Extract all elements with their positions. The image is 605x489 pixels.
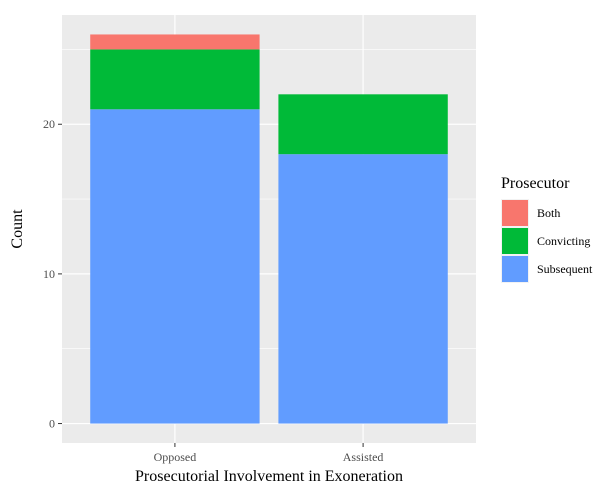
y-tick-label: 20 <box>43 117 55 131</box>
legend-label-convicting: Convicting <box>537 234 590 248</box>
y-tick-label: 0 <box>49 417 55 431</box>
bar-convicting-assisted <box>278 94 448 155</box>
x-tick-label: Assisted <box>343 450 384 464</box>
x-tick-label: Opposed <box>154 450 197 464</box>
legend-label-subsequent: Subsequent <box>537 262 593 276</box>
y-axis-title: Count <box>9 209 26 249</box>
bar-both-opposed <box>90 34 260 50</box>
y-tick-label: 10 <box>43 267 55 281</box>
bar-subsequent-opposed <box>90 109 260 424</box>
bars <box>90 34 448 424</box>
legend-swatch-both <box>502 200 528 226</box>
legend-swatch-convicting <box>502 228 528 254</box>
bar-convicting-opposed <box>90 49 260 110</box>
legend-title: Prosecutor <box>501 175 570 192</box>
bar-subsequent-assisted <box>278 154 448 424</box>
x-axis: Opposed Assisted <box>154 443 384 464</box>
x-axis-title: Prosecutorial Involvement in Exoneration <box>135 468 403 485</box>
y-axis: 0 10 20 <box>43 117 62 431</box>
legend: Prosecutor Both Convicting Subsequent <box>501 175 593 283</box>
legend-swatch-subsequent <box>502 256 528 282</box>
legend-label-both: Both <box>537 206 560 220</box>
